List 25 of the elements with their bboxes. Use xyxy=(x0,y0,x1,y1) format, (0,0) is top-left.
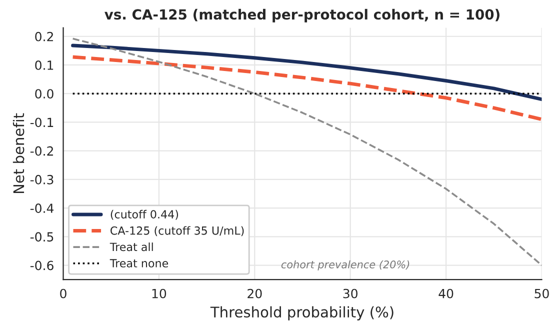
y-tick-label: -0.2 xyxy=(30,146,53,156)
y-tick-label: 0.2 xyxy=(35,32,53,42)
x-tick-label: 40 xyxy=(438,288,454,298)
x-axis-title: Threshold probability (%) xyxy=(210,306,394,320)
y-tick-label: 0.1 xyxy=(35,60,54,70)
y-tick-label: -0.4 xyxy=(30,204,54,213)
x-tick-label: 50 xyxy=(534,288,549,298)
x-tick-label: 0 xyxy=(60,288,66,298)
y-tick-label: -0.6 xyxy=(30,260,54,270)
y-tick-label: -0.5 xyxy=(30,232,54,242)
y-tick-label: -0.3 xyxy=(30,174,54,184)
annotation: cohort prevalence (20%) xyxy=(281,260,410,270)
legend-label: Treat all xyxy=(110,242,153,252)
x-tick-label: 10 xyxy=(152,288,166,298)
y-axis-title: Net benefit xyxy=(12,113,24,194)
y-tick-label: 0.0 xyxy=(35,89,54,99)
legend-label: (cutoff 0.44) xyxy=(110,210,178,220)
x-tick-label: 20 xyxy=(248,288,262,298)
legend-label: CA-125 (cutoff 35 U/mL) xyxy=(110,226,244,236)
y-tick-label: -0.1 xyxy=(30,118,54,128)
legend-label: Treat none xyxy=(110,259,168,268)
chart-title: vs. CA-125 (matched per-protocol cohort, n = 100) xyxy=(104,8,500,22)
x-tick-label: 30 xyxy=(343,288,358,298)
line-series xyxy=(71,55,542,122)
line-series xyxy=(71,44,542,102)
